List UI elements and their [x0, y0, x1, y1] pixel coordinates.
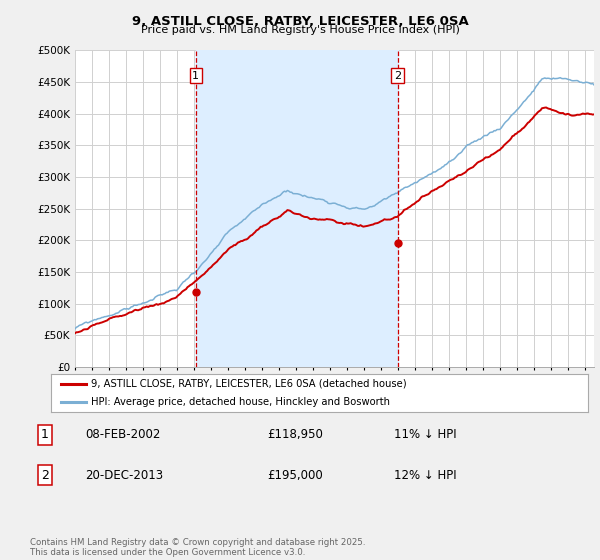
- Text: 1: 1: [41, 428, 49, 441]
- Text: Price paid vs. HM Land Registry's House Price Index (HPI): Price paid vs. HM Land Registry's House …: [140, 25, 460, 35]
- Text: 9, ASTILL CLOSE, RATBY, LEICESTER, LE6 0SA (detached house): 9, ASTILL CLOSE, RATBY, LEICESTER, LE6 0…: [91, 379, 407, 389]
- Text: 08-FEB-2002: 08-FEB-2002: [85, 428, 161, 441]
- Text: £118,950: £118,950: [268, 428, 323, 441]
- Text: £195,000: £195,000: [268, 469, 323, 482]
- Text: 9, ASTILL CLOSE, RATBY, LEICESTER, LE6 0SA: 9, ASTILL CLOSE, RATBY, LEICESTER, LE6 0…: [131, 15, 469, 27]
- Text: HPI: Average price, detached house, Hinckley and Bosworth: HPI: Average price, detached house, Hinc…: [91, 397, 390, 407]
- Text: Contains HM Land Registry data © Crown copyright and database right 2025.
This d: Contains HM Land Registry data © Crown c…: [30, 538, 365, 557]
- Text: 12% ↓ HPI: 12% ↓ HPI: [394, 469, 457, 482]
- Text: 2: 2: [394, 71, 401, 81]
- Text: 1: 1: [193, 71, 199, 81]
- Text: 20-DEC-2013: 20-DEC-2013: [85, 469, 163, 482]
- Text: 2: 2: [41, 469, 49, 482]
- Bar: [196, 50, 398, 367]
- Text: 11% ↓ HPI: 11% ↓ HPI: [394, 428, 457, 441]
